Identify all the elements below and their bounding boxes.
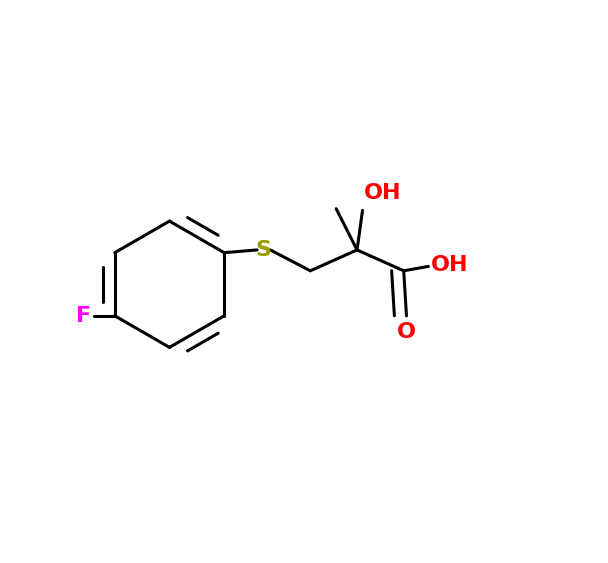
Text: F: F bbox=[76, 306, 91, 326]
Text: OH: OH bbox=[364, 183, 402, 203]
Text: OH: OH bbox=[431, 255, 469, 275]
Text: O: O bbox=[397, 323, 416, 342]
Text: S: S bbox=[256, 240, 272, 260]
